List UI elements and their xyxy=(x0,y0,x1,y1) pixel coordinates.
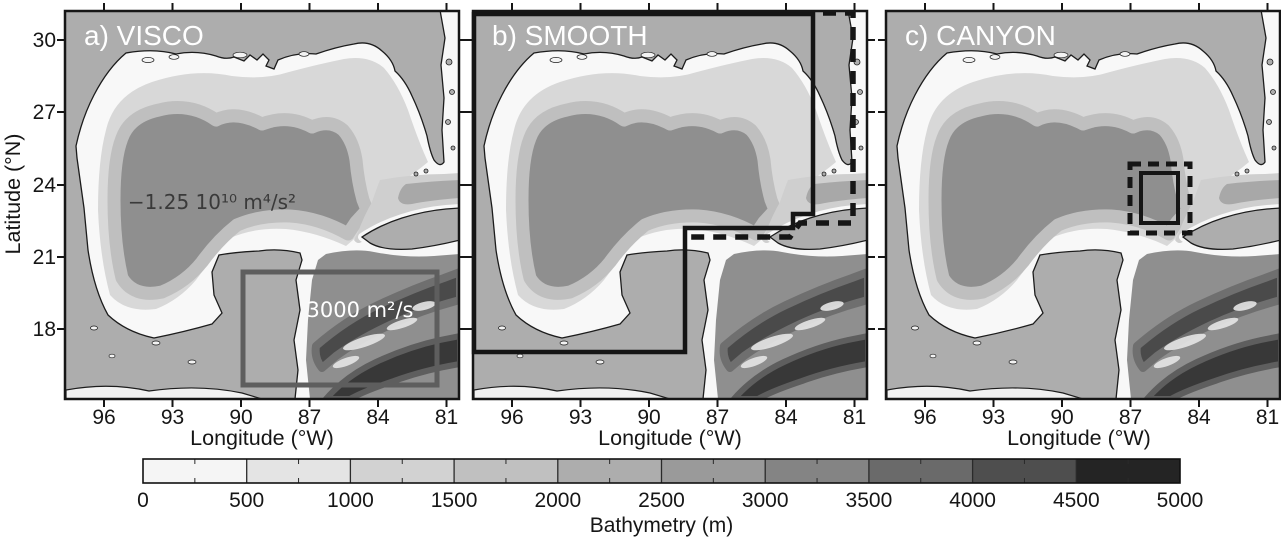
lon-tick-label: 90 xyxy=(229,406,252,429)
colorbar-title: Bathymetry (m) xyxy=(590,514,734,537)
panel-b-border xyxy=(471,9,869,401)
colorbar-minor-notches xyxy=(194,459,1129,483)
smoothing-region-outline xyxy=(471,11,816,355)
panel-c-tick-marks xyxy=(878,3,1281,407)
lon-tick-label: 84 xyxy=(366,406,390,429)
lat-tick-label: 27 xyxy=(33,101,56,124)
panel-b: b) SMOOTH xyxy=(465,3,875,407)
lon-tick-label: 90 xyxy=(637,406,660,429)
lon-tick-label: 81 xyxy=(843,406,866,429)
lon-tick-label: 87 xyxy=(706,406,729,429)
lon-tick-label: 93 xyxy=(161,406,184,429)
colorbar-tick: 4000 xyxy=(949,489,996,512)
colorbar-tick: 2000 xyxy=(534,489,581,512)
colorbar-tick: 3500 xyxy=(846,489,893,512)
colorbar-tick: 500 xyxy=(229,489,264,512)
longitude-axis-title: Longitude (°W) xyxy=(598,426,742,450)
sponge-viscosity-annotation: 3000 m²/s xyxy=(306,298,413,322)
longitude-axis-c: 96 93 90 87 84 81 Longitude (°W) xyxy=(913,406,1279,450)
lon-tick-label: 90 xyxy=(1050,406,1073,429)
colorbar-tick: 2500 xyxy=(638,489,685,512)
sponge-region-box xyxy=(240,269,440,388)
lon-tick-label: 93 xyxy=(982,406,1005,429)
lat-tick-label: 24 xyxy=(33,174,57,197)
panel-a-label: a) VISCO xyxy=(84,20,204,51)
panel-b-label: b) SMOOTH xyxy=(492,20,648,51)
longitude-axis-a: 96 93 90 87 84 81 Longitude (°W) xyxy=(92,406,458,450)
lat-tick-label: 30 xyxy=(33,29,56,52)
canyon-region-dashed-box xyxy=(1127,161,1193,236)
panel-a-border xyxy=(63,9,461,401)
dashed-region-outline xyxy=(688,10,856,240)
colorbar-tick: 1000 xyxy=(327,489,374,512)
lat-tick-label: 21 xyxy=(33,246,56,269)
lon-tick-label: 93 xyxy=(569,406,592,429)
colorbar-tick: 1500 xyxy=(431,489,478,512)
lon-tick-label: 81 xyxy=(1256,406,1279,429)
lon-tick-label: 84 xyxy=(774,406,798,429)
colorbar-tick: 5000 xyxy=(1157,489,1204,512)
panel-c: c) CANYON xyxy=(878,3,1281,407)
panel-c-map xyxy=(885,10,1281,399)
colorbar-tick: 3000 xyxy=(742,489,789,512)
panel-a: −1.25 10¹⁰ m⁴/s² 3000 m²/s a) VISCO xyxy=(57,3,467,407)
lon-tick-label: 96 xyxy=(500,406,523,429)
colorbar: 0 500 1000 1500 2000 2500 3000 3500 4000… xyxy=(137,458,1203,537)
longitude-axis-title: Longitude (°W) xyxy=(1007,426,1151,450)
latitude-axis: 30 27 24 21 18 Latitude (°N) xyxy=(1,29,56,341)
lon-tick-label: 96 xyxy=(913,406,936,429)
panel-b-map xyxy=(472,10,868,399)
lon-tick-label: 81 xyxy=(435,406,458,429)
canyon-region-solid-box xyxy=(1139,171,1180,225)
lat-tick-label: 18 xyxy=(33,318,56,341)
panel-c-border xyxy=(884,9,1281,401)
colorbar-border xyxy=(142,458,1181,484)
colorbar-dividers xyxy=(246,459,1077,483)
colorbar-tick-labels: 0 500 1000 1500 2000 2500 3000 3500 4000… xyxy=(137,489,1203,512)
viscosity-annotation: −1.25 10¹⁰ m⁴/s² xyxy=(128,190,296,214)
panel-b-tick-marks xyxy=(465,3,875,407)
lon-tick-label: 96 xyxy=(92,406,115,429)
panel-a-tick-marks xyxy=(57,3,467,407)
longitude-axis-title: Longitude (°W) xyxy=(190,426,334,450)
lon-tick-label: 87 xyxy=(1119,406,1142,429)
colorbar-tick: 0 xyxy=(137,489,149,512)
longitude-axis-b: 96 93 90 87 84 81 Longitude (°W) xyxy=(500,406,866,450)
panel-c-label: c) CANYON xyxy=(905,20,1056,51)
colorbar-tick: 4500 xyxy=(1053,489,1100,512)
lon-tick-label: 87 xyxy=(298,406,321,429)
latitude-axis-title: Latitude (°N) xyxy=(1,134,25,255)
lon-tick-label: 84 xyxy=(1187,406,1211,429)
